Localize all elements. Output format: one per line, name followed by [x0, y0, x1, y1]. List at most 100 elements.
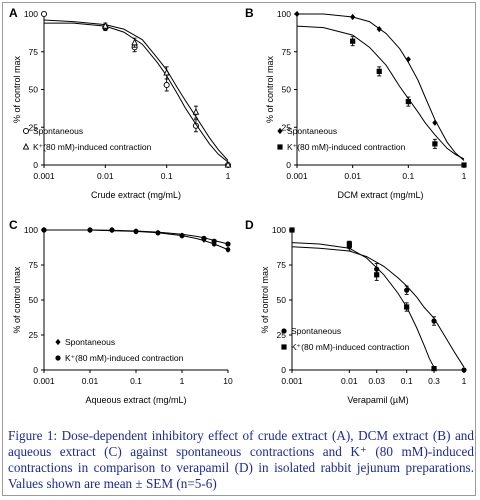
fit-curve-c-1: [44, 229, 229, 245]
y-tick-label-c: 100: [24, 225, 38, 235]
panel-label-c: C: [9, 218, 18, 232]
y-tick-label-b: 50: [282, 85, 292, 95]
y-tick-label-d: 0: [281, 365, 286, 375]
data-point-b: [461, 162, 467, 168]
data-point-b: [376, 68, 382, 74]
y-tick-label-a: 25: [29, 122, 39, 132]
chart-panel-d: D 0 25 50 75 100 0.001 0.01 0.03 0.1 0.3 1 Verapamil…: [242, 218, 472, 423]
y-tick-label-a: 75: [29, 47, 39, 57]
x-tick-label-d: 0.001: [281, 376, 303, 386]
data-point-b: [432, 141, 438, 147]
x-axis-label-d: Verapamil (µM): [347, 395, 408, 405]
y-tick-label-c: 25: [29, 330, 39, 340]
x-tick-label-b: 0.1: [402, 171, 414, 181]
legend-label-c-1: K⁺(80 mM)-induced contraction: [65, 353, 184, 363]
data-point-a: [192, 122, 199, 129]
legend-label-b-0: Spontaneous: [287, 126, 337, 136]
data-point-a: [102, 21, 109, 29]
x-tick-label-d: 1: [462, 376, 467, 386]
legend-marker-a-0: [22, 127, 30, 135]
y-tick-label-a: 100: [24, 9, 38, 19]
x-tick-label-b: 0.001: [286, 171, 308, 181]
legend-marker-c-0: [55, 338, 61, 346]
legend-marker-d-1: [281, 344, 287, 350]
data-point-d: [404, 304, 410, 310]
y-tick-label-d: 50: [277, 295, 287, 305]
y-tick-label-c: 50: [29, 295, 39, 305]
legend-marker-c-1: [55, 355, 61, 361]
data-point-d: [461, 367, 467, 373]
chart-panel-c: C 0 25 50 75 100 0.001 0.01 0.1 1 10 Aqueous extrac…: [6, 218, 236, 423]
y-tick-label-c: 0: [33, 365, 38, 375]
fit-curve-b-1: [296, 25, 465, 160]
x-tick-label-a: 0.001: [33, 171, 55, 181]
data-point-d: [374, 272, 380, 278]
legend-label-a-0: Spontaneous: [33, 126, 83, 136]
x-tick-label-a: 0.1: [161, 171, 173, 181]
chart-d-svg: D 0 25 50 75 100 0.001 0.01 0.03 0.1 0.3 1 Verapamil…: [245, 218, 467, 405]
series-c-1: [41, 227, 231, 247]
chart-panel-b: B 0 25 50 75 100 0.001 0.01 0.1 1 DCM extract (mg/…: [242, 6, 472, 211]
fit-curve-d-1: [291, 242, 435, 368]
data-point-b: [350, 38, 356, 44]
chart-a-svg: A 0 25 50 75 100 0.001 0.01 0.1 1 Crude extract (m…: [9, 6, 232, 200]
panel-label-b: B: [245, 6, 254, 20]
y-tick-label-c: 75: [29, 260, 39, 270]
y-axis-label-c: % of control max: [12, 266, 22, 334]
y-tick-label-b: 100: [277, 9, 291, 19]
data-point-b: [294, 10, 300, 18]
y-tick-label-d: 100: [272, 225, 286, 235]
data-point-c: [133, 228, 139, 234]
x-axis-label-a: Crude extract (mg/mL): [91, 190, 181, 200]
series-b-1: [296, 25, 467, 168]
y-tick-label-d: 25: [277, 330, 287, 340]
data-point-b: [432, 119, 438, 126]
y-tick-label-a: 0: [33, 160, 38, 170]
legend-marker-b-0: [277, 127, 283, 135]
legend-label-d-1: K⁺(80 mM)-induced contraction: [291, 342, 410, 352]
data-point-d: [289, 227, 295, 233]
x-axis-label-b: DCM extract (mg/mL): [337, 190, 423, 200]
legend-label-a-1: K⁺(80 mM)-induced contraction: [33, 142, 152, 152]
data-point-d: [431, 366, 437, 372]
data-point-c: [225, 246, 231, 253]
series-d-0: [291, 242, 467, 373]
data-point-a: [163, 68, 170, 76]
x-tick-label-d: 0.01: [341, 376, 358, 386]
data-point-a: [224, 160, 232, 168]
data-point-a: [192, 108, 200, 115]
x-tick-label-c: 0.1: [130, 376, 142, 386]
x-tick-label-c: 0.01: [82, 376, 99, 386]
series-d-1: [289, 227, 437, 372]
figure-caption: Figure 1: Dose-dependent inhibitory effe…: [8, 428, 474, 491]
x-tick-label-c: 0.001: [33, 376, 55, 386]
y-tick-label-a: 50: [29, 85, 39, 95]
legend-marker-b-1: [277, 144, 283, 150]
data-point-b: [405, 56, 411, 63]
x-tick-label-d: 0.3: [428, 376, 440, 386]
y-tick-label-b: 75: [282, 47, 292, 57]
data-point-c: [179, 233, 185, 239]
legend-marker-a-1: [22, 142, 30, 150]
x-axis-label-c: Aqueous extract (mg/mL): [85, 395, 186, 405]
fit-curve-b-0: [297, 13, 465, 161]
x-tick-label-c: 10: [223, 376, 233, 386]
x-tick-label-b: 0.01: [344, 171, 361, 181]
legend-label-c-0: Spontaneous: [65, 337, 115, 347]
x-tick-label-d: 0.03: [368, 376, 385, 386]
data-point-c: [225, 241, 231, 247]
chart-b-svg: B 0 25 50 75 100 0.001 0.01 0.1 1 DCM extract (mg/…: [245, 6, 467, 200]
y-tick-label-d: 75: [277, 260, 287, 270]
data-point-d: [431, 318, 437, 324]
y-axis-label-d: % of control max: [260, 266, 270, 334]
x-tick-label-a: 1: [226, 171, 231, 181]
y-axis-label-b: % of control max: [265, 55, 275, 123]
legend-label-b-1: K⁺(80 mM)-induced contraction: [287, 142, 406, 152]
panel-label-d: D: [245, 218, 254, 232]
y-tick-label-b: 0: [286, 160, 291, 170]
series-b-0: [294, 10, 465, 161]
data-point-a: [40, 10, 48, 18]
data-point-d: [404, 287, 410, 293]
data-point-d: [346, 241, 352, 247]
data-point-c: [109, 227, 115, 233]
